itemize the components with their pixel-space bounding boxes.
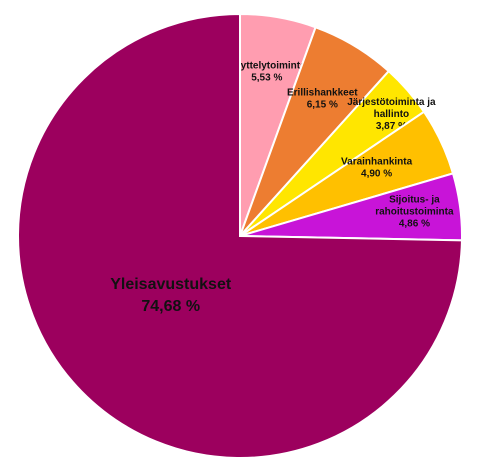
pie-slice-yleisavustukset	[17, 12, 463, 459]
slice-name-label: hallinto	[374, 109, 410, 120]
slice-value-label: 6,15 %	[307, 100, 338, 111]
slice-name-label: rahoitustoiminta	[375, 206, 454, 217]
slice-name-label: Järjestötoiminta ja	[347, 97, 436, 108]
slice-value-label: 3,87 %	[376, 121, 407, 132]
data-label: Yleisavustukset 74,68 %	[110, 276, 232, 315]
slice-name-label: Sijoitus- ja	[389, 194, 440, 205]
slice-name-label: Näyttelytoiminta	[228, 61, 306, 72]
slice-name-label: Erillishankkeet	[287, 88, 358, 99]
slice-value-label: 4,90 %	[361, 169, 392, 180]
slice-value-label: 4,86 %	[399, 218, 430, 229]
slice-name-label: Yleisavustukset	[110, 276, 232, 293]
slice-name-label: Varainhankinta	[341, 157, 413, 168]
slice-value-label: 5,53 %	[251, 73, 282, 84]
slice-value-label: 74,68 %	[141, 298, 200, 315]
